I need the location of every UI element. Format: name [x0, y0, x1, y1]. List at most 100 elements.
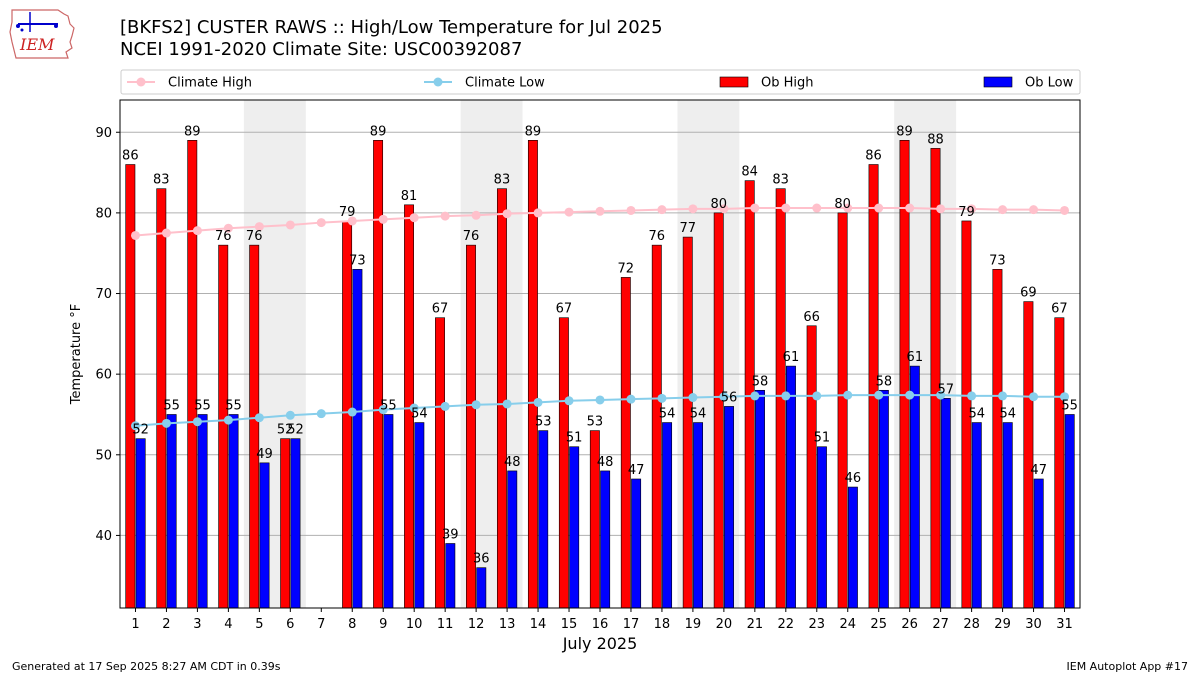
climate-low-point [347, 407, 357, 417]
ob-high-value-label: 76 [215, 229, 232, 244]
x-tick-label: 21 [747, 617, 764, 632]
ob-low-value-label: 58 [752, 374, 769, 389]
ob-high-bar [620, 277, 631, 609]
climate-high-point [254, 222, 264, 232]
climate-high-point [564, 207, 574, 217]
climate-low-point [378, 405, 388, 415]
ob-low-value-label: 61 [907, 350, 924, 365]
climate-high-point [657, 205, 667, 215]
x-tick-label: 5 [255, 617, 263, 632]
legend-ob-high-label: Ob High [761, 76, 814, 91]
ob-high-bar [713, 212, 724, 609]
x-tick-label: 1 [131, 617, 139, 632]
ob-low-bar [507, 470, 518, 609]
ob-high-value-label: 88 [927, 132, 944, 147]
ob-high-value-label: 83 [153, 173, 170, 188]
x-tick-label: 31 [1056, 617, 1073, 632]
climate-high-point [161, 228, 171, 238]
ob-low-bar [816, 446, 827, 609]
climate-low-point [688, 393, 698, 403]
climate-low-point [874, 390, 884, 400]
ob-high-value-label: 69 [1020, 286, 1037, 301]
app-credit: IEM Autoplot App #17 [1066, 660, 1189, 673]
ob-high-value-label: 89 [184, 124, 201, 139]
x-axis-label: July 2025 [562, 634, 638, 653]
chart-title-line1: [BKFS2] CUSTER RAWS :: High/Low Temperat… [120, 17, 663, 38]
climate-low-point [254, 413, 264, 423]
ob-high-bar [992, 269, 1003, 609]
legend-climate-low-label: Climate Low [465, 76, 545, 91]
y-tick-label: 90 [95, 126, 112, 141]
x-tick-label: 6 [286, 617, 294, 632]
iem-logo-text: IEM [19, 35, 55, 54]
ob-low-value-label: 49 [256, 447, 273, 462]
climate-high-point [502, 209, 512, 219]
ob-high-value-label: 79 [958, 205, 975, 220]
ob-high-value-label: 80 [710, 197, 727, 212]
ob-low-bar [383, 414, 394, 609]
ob-low-value-label: 56 [721, 390, 738, 405]
ob-high-value-label: 77 [679, 221, 696, 236]
ob-low-value-label: 55 [380, 398, 397, 413]
ob-low-bar [909, 365, 920, 609]
climate-low-point [1060, 392, 1070, 402]
ob-high-value-label: 84 [741, 165, 758, 180]
ob-low-bar [166, 414, 177, 609]
climate-low-point [781, 391, 791, 401]
ob-high-value-label: 76 [246, 229, 263, 244]
ob-high-bar [1023, 301, 1034, 609]
ob-low-bar [847, 486, 858, 609]
ob-low-value-label: 55 [163, 398, 180, 413]
x-tick-label: 13 [499, 617, 516, 632]
x-tick-label: 23 [809, 617, 826, 632]
legend-climate-high-swatch-marker [136, 77, 146, 87]
ob-high-bar [435, 317, 445, 609]
ob-low-bar [600, 470, 611, 609]
x-tick-label: 11 [437, 617, 454, 632]
ob-high-bar [125, 164, 136, 609]
climate-high-point [378, 214, 388, 224]
climate-high-point [409, 213, 419, 223]
climate-high-point [874, 203, 884, 213]
climate-high-point [223, 223, 233, 233]
x-tick-label: 14 [530, 617, 547, 632]
x-tick-label: 12 [468, 617, 485, 632]
ob-low-value-label: 54 [968, 407, 985, 422]
generated-timestamp: Generated at 17 Sep 2025 8:27 AM CDT in … [12, 660, 281, 673]
ob-low-value-label: 39 [442, 527, 459, 542]
ob-high-bar [837, 212, 848, 609]
ob-low-bar [662, 422, 673, 609]
ob-high-bar [1054, 317, 1065, 609]
x-tick-label: 9 [379, 617, 387, 632]
climate-low-point [936, 390, 946, 400]
ob-low-bar [135, 438, 146, 609]
ob-low-bar [1033, 478, 1044, 609]
ob-low-value-label: 54 [659, 407, 676, 422]
x-tick-label: 8 [348, 617, 356, 632]
climate-high-point [781, 203, 791, 213]
ob-low-value-label: 47 [628, 463, 645, 478]
x-tick-label: 29 [994, 617, 1011, 632]
ob-high-bar [930, 148, 941, 609]
x-tick-label: 18 [654, 617, 671, 632]
climate-high-point [905, 203, 915, 213]
x-tick-label: 15 [561, 617, 578, 632]
ob-low-bar [476, 567, 487, 609]
ob-high-value-label: 83 [494, 173, 511, 188]
climate-high-point [285, 220, 295, 230]
legend-ob-low-swatch [983, 76, 1013, 88]
legend-box [120, 69, 1081, 95]
ob-low-value-label: 73 [349, 253, 366, 268]
ob-high-value-label: 52 [277, 423, 294, 438]
ob-low-value-label: 55 [1061, 398, 1078, 413]
ob-high-bar [806, 325, 817, 609]
climate-low-point [812, 391, 822, 401]
climate-low-point [657, 393, 667, 403]
climate-high-point [626, 205, 636, 215]
climate-high-point [812, 203, 822, 213]
climate-high-point [1029, 205, 1039, 215]
ob-high-bar [373, 140, 384, 609]
chart-title-line2: NCEI 1991-2020 Climate Site: USC00392087 [120, 39, 523, 60]
ob-low-bar [538, 430, 549, 609]
y-axis-label: Temperature °F [69, 304, 84, 405]
